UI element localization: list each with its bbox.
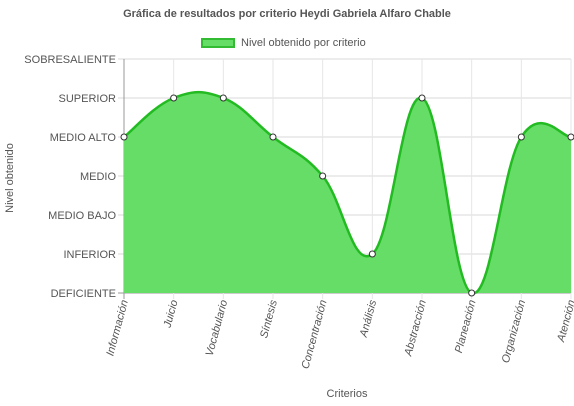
x-tick-label: Concentración bbox=[300, 299, 330, 371]
x-axis-title: Criterios bbox=[326, 388, 368, 400]
series-area bbox=[124, 92, 571, 294]
y-tick-label: INFERIOR bbox=[63, 249, 116, 261]
legend-swatch bbox=[201, 38, 235, 48]
x-tick-label: Información bbox=[104, 299, 130, 358]
x-tick-label: Análisis bbox=[358, 298, 380, 339]
y-tick-label: SOBRESALIENTE bbox=[24, 54, 116, 66]
data-point bbox=[468, 289, 476, 297]
data-point bbox=[120, 133, 128, 141]
data-point bbox=[319, 172, 327, 180]
data-point bbox=[567, 133, 574, 141]
y-tick-label: SUPERIOR bbox=[59, 93, 117, 105]
legend-label: Nivel obtenido por criterio bbox=[241, 37, 366, 49]
data-point bbox=[219, 94, 227, 102]
x-tick-label: Síntesis bbox=[258, 298, 280, 339]
data-point bbox=[170, 94, 178, 102]
x-tick-label: Organización bbox=[500, 299, 528, 365]
x-tick-label: Juicio bbox=[161, 299, 180, 330]
data-point bbox=[368, 250, 376, 258]
data-point bbox=[517, 133, 525, 141]
x-tick-label: Planeación bbox=[453, 299, 479, 355]
x-tick-label: Atención bbox=[555, 299, 574, 344]
chart-title: Gráfica de resultados por criterio Heydi… bbox=[123, 8, 451, 20]
data-point bbox=[269, 133, 277, 141]
x-tick-label: Abstracción bbox=[402, 299, 429, 359]
y-tick-label: MEDIO ALTO bbox=[50, 132, 117, 144]
legend[interactable]: Nivel obtenido por criterio bbox=[201, 37, 366, 49]
y-tick-label: MEDIO BAJO bbox=[48, 210, 116, 222]
y-tick-label: MEDIO bbox=[80, 171, 117, 183]
y-tick-label: DEFICIENTE bbox=[51, 288, 116, 300]
data-point bbox=[418, 94, 426, 102]
x-tick-label: Vocabulario bbox=[204, 299, 231, 358]
